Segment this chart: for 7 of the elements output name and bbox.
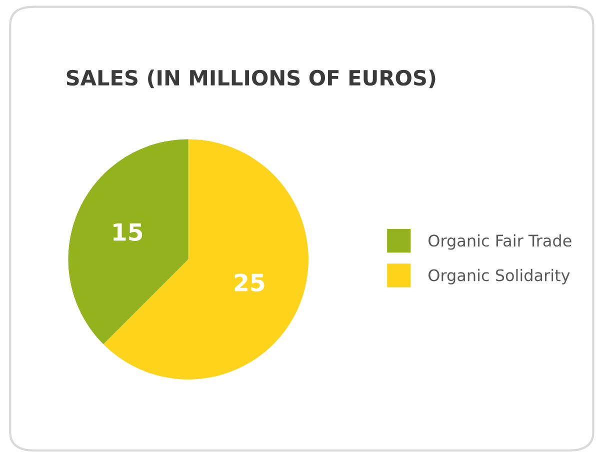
legend-label: Organic Fair Trade xyxy=(428,234,572,250)
legend-label: Organic Solidarity xyxy=(428,268,570,284)
data-label: 25 xyxy=(234,274,264,292)
pie-slice xyxy=(103,139,308,380)
pie-slice xyxy=(68,139,188,344)
chart-title: SALES (IN MILLIONS OF EUROS) xyxy=(66,70,436,88)
data-label: 15 xyxy=(114,223,142,241)
